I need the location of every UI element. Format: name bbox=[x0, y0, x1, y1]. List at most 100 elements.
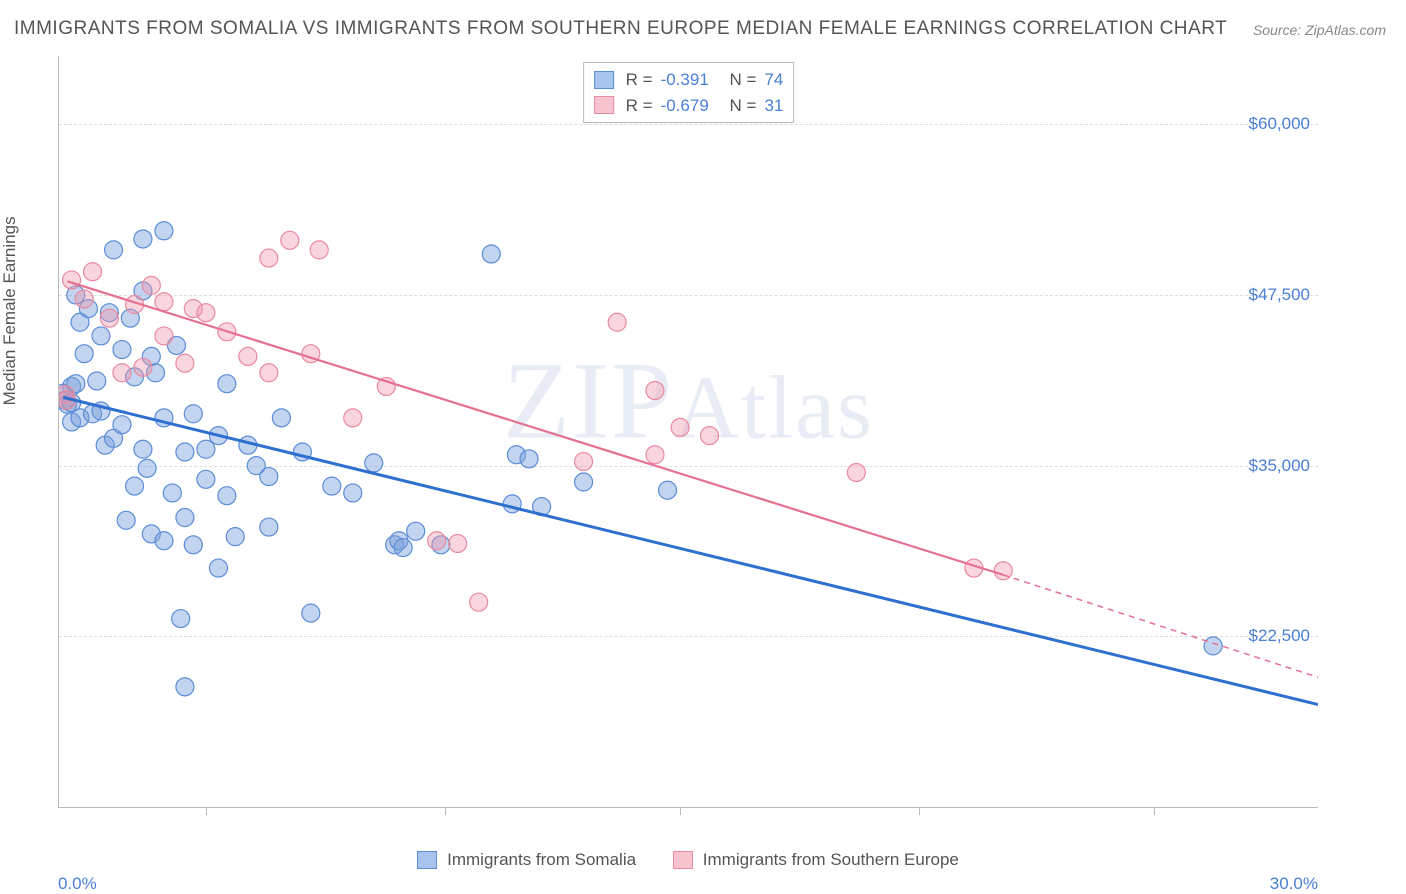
data-point bbox=[155, 293, 173, 311]
plot-region: R = -0.391 N = 74 R = -0.679 N = 31 ZIPA… bbox=[58, 56, 1318, 808]
data-point bbox=[1204, 637, 1222, 655]
data-point bbox=[470, 593, 488, 611]
swatch-series-b bbox=[673, 851, 693, 869]
data-point bbox=[113, 341, 131, 359]
swatch-series-a bbox=[417, 851, 437, 869]
data-point bbox=[218, 487, 236, 505]
data-point bbox=[113, 416, 131, 434]
data-point bbox=[847, 463, 865, 481]
data-point bbox=[75, 290, 93, 308]
data-point bbox=[155, 222, 173, 240]
data-point bbox=[575, 453, 593, 471]
stats-row-b: R = -0.679 N = 31 bbox=[594, 93, 784, 119]
data-point bbox=[155, 327, 173, 345]
data-point bbox=[671, 418, 689, 436]
data-point bbox=[134, 440, 152, 458]
data-point bbox=[575, 473, 593, 491]
data-point bbox=[163, 484, 181, 502]
data-point bbox=[209, 559, 227, 577]
data-point bbox=[344, 484, 362, 502]
data-point bbox=[226, 528, 244, 546]
data-point bbox=[75, 345, 93, 363]
plot-svg bbox=[59, 56, 1318, 807]
data-point bbox=[310, 241, 328, 259]
legend-label-b: Immigrants from Southern Europe bbox=[703, 850, 959, 870]
data-point bbox=[323, 477, 341, 495]
data-point bbox=[302, 604, 320, 622]
data-point bbox=[272, 409, 290, 427]
data-point bbox=[142, 276, 160, 294]
n-value-b: 31 bbox=[764, 93, 783, 119]
legend-bottom: Immigrants from Somalia Immigrants from … bbox=[58, 850, 1318, 874]
data-point bbox=[138, 459, 156, 477]
data-point bbox=[184, 536, 202, 554]
x-tick bbox=[680, 807, 681, 815]
data-point bbox=[155, 532, 173, 550]
data-point bbox=[126, 477, 144, 495]
data-point bbox=[176, 443, 194, 461]
legend-label-a: Immigrants from Somalia bbox=[447, 850, 636, 870]
x-max-label: 30.0% bbox=[1270, 874, 1318, 894]
chart-title: IMMIGRANTS FROM SOMALIA VS IMMIGRANTS FR… bbox=[14, 18, 1227, 40]
r-label: R = bbox=[626, 93, 653, 119]
data-point bbox=[176, 509, 194, 527]
data-point bbox=[260, 364, 278, 382]
data-point bbox=[520, 450, 538, 468]
data-point bbox=[105, 241, 123, 259]
data-point bbox=[197, 440, 215, 458]
y-axis-label: Median Female Earnings bbox=[0, 216, 20, 405]
data-point bbox=[239, 347, 257, 365]
data-point bbox=[84, 263, 102, 281]
chart-area: Median Female Earnings R = -0.391 N = 74… bbox=[0, 50, 1406, 892]
x-tick bbox=[1154, 807, 1155, 815]
data-point bbox=[176, 678, 194, 696]
data-point bbox=[218, 375, 236, 393]
stats-row-a: R = -0.391 N = 74 bbox=[594, 67, 784, 93]
data-point bbox=[394, 539, 412, 557]
data-point bbox=[449, 534, 467, 552]
data-point bbox=[117, 511, 135, 529]
x-tick bbox=[206, 807, 207, 815]
data-point bbox=[482, 245, 500, 263]
source-attribution: Source: ZipAtlas.com bbox=[1253, 22, 1386, 38]
data-point bbox=[646, 382, 664, 400]
data-point bbox=[994, 562, 1012, 580]
n-label: N = bbox=[730, 67, 757, 93]
data-point bbox=[659, 481, 677, 499]
data-point bbox=[700, 427, 718, 445]
trend-line bbox=[63, 397, 1318, 704]
n-value-a: 74 bbox=[764, 67, 783, 93]
x-tick bbox=[445, 807, 446, 815]
swatch-series-b bbox=[594, 96, 614, 114]
trend-line bbox=[1003, 575, 1318, 677]
data-point bbox=[407, 522, 425, 540]
data-point bbox=[134, 358, 152, 376]
data-point bbox=[428, 532, 446, 550]
data-point bbox=[184, 405, 202, 423]
data-point bbox=[260, 249, 278, 267]
data-point bbox=[197, 304, 215, 322]
data-point bbox=[172, 610, 190, 628]
data-point bbox=[281, 231, 299, 249]
data-point bbox=[646, 446, 664, 464]
stats-legend-box: R = -0.391 N = 74 R = -0.679 N = 31 bbox=[583, 62, 795, 123]
data-point bbox=[88, 372, 106, 390]
data-point bbox=[134, 230, 152, 248]
data-point bbox=[344, 409, 362, 427]
swatch-series-a bbox=[594, 71, 614, 89]
x-tick bbox=[919, 807, 920, 815]
data-point bbox=[608, 313, 626, 331]
n-label: N = bbox=[730, 93, 757, 119]
data-point bbox=[113, 364, 131, 382]
r-label: R = bbox=[626, 67, 653, 93]
data-point bbox=[260, 518, 278, 536]
data-point bbox=[176, 354, 194, 372]
data-point bbox=[260, 468, 278, 486]
x-min-label: 0.0% bbox=[58, 874, 97, 894]
r-value-b: -0.679 bbox=[661, 93, 709, 119]
data-point bbox=[365, 454, 383, 472]
legend-item-b: Immigrants from Southern Europe bbox=[673, 850, 959, 870]
r-value-a: -0.391 bbox=[661, 67, 709, 93]
data-point bbox=[92, 327, 110, 345]
data-point bbox=[100, 309, 118, 327]
